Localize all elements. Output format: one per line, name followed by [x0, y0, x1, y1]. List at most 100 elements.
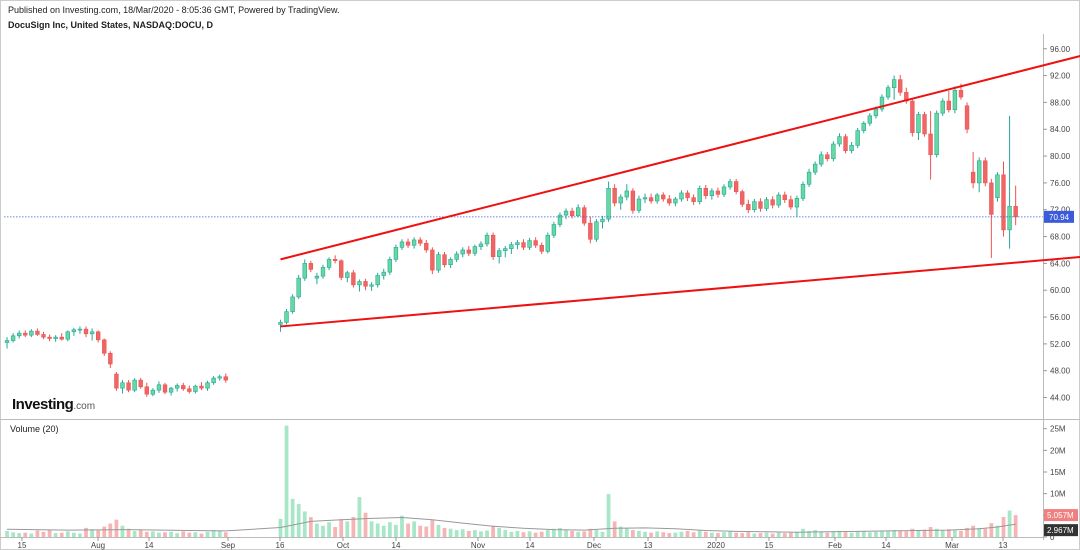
price-tick-label: 84.00 [1050, 125, 1071, 134]
volume-bar [880, 530, 884, 537]
volume-bar [965, 527, 969, 537]
volume-bar [533, 532, 538, 537]
volume-bar [473, 530, 477, 537]
candle-body [302, 263, 307, 279]
candle-body [278, 322, 283, 325]
volume-bar [442, 527, 447, 537]
volume-bar [1001, 517, 1006, 537]
volume-bar [436, 524, 441, 537]
volume-bar [199, 533, 204, 537]
volume-bar [861, 531, 866, 537]
candle-body [612, 187, 617, 204]
candle-body [29, 330, 34, 336]
candle-body [727, 181, 733, 188]
candle-body [95, 331, 101, 341]
candle-body [17, 332, 22, 337]
candle-body [162, 384, 168, 393]
volume-bar [132, 530, 137, 537]
time-tick-label: Sep [221, 541, 236, 550]
volume-tick-label: 15M [1050, 468, 1066, 477]
time-tick-label: 14 [882, 541, 891, 550]
candle-body [156, 384, 162, 391]
volume-bar [594, 530, 599, 537]
candle-body [77, 328, 83, 331]
volume-bar [576, 531, 581, 537]
volume-bar [983, 528, 988, 537]
volume-bar [497, 527, 502, 537]
candle-body [484, 234, 490, 245]
volume-bar [630, 530, 635, 537]
candle-body [71, 329, 77, 333]
candle-body [89, 331, 95, 335]
candle-body [673, 198, 678, 204]
candle-body [533, 240, 538, 246]
volume-bar [801, 528, 805, 537]
candle-body [120, 382, 125, 389]
candle-body [181, 385, 186, 390]
volume-bar [412, 521, 417, 537]
volume-bar [29, 533, 34, 537]
candle-body [187, 388, 192, 392]
volume-bar [296, 504, 301, 537]
candle-body [411, 239, 417, 246]
volume-ma-badge [1044, 524, 1078, 537]
volume-bar [886, 531, 890, 537]
volume-bar [503, 530, 508, 537]
candle-body [539, 244, 544, 252]
volume-bar [679, 531, 684, 537]
candle-body [132, 379, 137, 391]
volume-panel-title: Volume (20) [10, 424, 59, 434]
candle-body [1007, 206, 1012, 231]
volume-bar [527, 531, 532, 537]
volume-bar [163, 532, 167, 537]
trendline-lower [280, 256, 1080, 328]
time-tick-label: Aug [91, 541, 105, 550]
price-tick-label: 76.00 [1050, 179, 1071, 188]
candle-body [697, 187, 702, 202]
volume-bar [424, 526, 429, 537]
volume-bar [150, 531, 155, 537]
volume-bar [217, 530, 222, 537]
volume-bar [661, 532, 666, 537]
time-tick-label: 14 [392, 541, 401, 550]
volume-bar [400, 515, 404, 537]
candle-body [448, 259, 453, 266]
volume-bar [175, 533, 180, 537]
candle-body [794, 198, 800, 208]
candle-body [843, 136, 848, 152]
volume-bar [782, 533, 787, 537]
volume-bar [290, 498, 295, 537]
candle-body [126, 382, 131, 391]
volume-bar [843, 532, 848, 537]
volume-bar [989, 523, 994, 537]
candle-body [776, 194, 781, 206]
volume-bar [788, 532, 793, 537]
candle-body [174, 385, 180, 389]
volume-bar [205, 531, 210, 537]
volume-bar [41, 531, 46, 537]
volume-bar [345, 521, 350, 537]
investing-logo: Investing.com [12, 396, 96, 413]
volume-bar [381, 525, 386, 537]
candle-body [758, 201, 763, 209]
volume-bar [697, 530, 702, 537]
candle-body [1001, 174, 1006, 231]
candle-body [47, 336, 52, 339]
price-tick-label: 52.00 [1050, 340, 1071, 349]
volume-bar [916, 530, 921, 537]
candle-body [454, 253, 459, 260]
volume-tick-label: 20M [1050, 446, 1066, 455]
candle-body [958, 90, 964, 98]
candle-body [527, 240, 532, 248]
candle-body [363, 281, 368, 287]
candle-body [308, 263, 314, 270]
volume-tick-label: 25M [1050, 425, 1066, 434]
candle-body [150, 389, 156, 395]
candle-body [618, 196, 623, 204]
volume-bar [211, 530, 216, 537]
candle-body [898, 79, 903, 93]
candle-body [211, 377, 216, 384]
candle-body [837, 136, 842, 145]
